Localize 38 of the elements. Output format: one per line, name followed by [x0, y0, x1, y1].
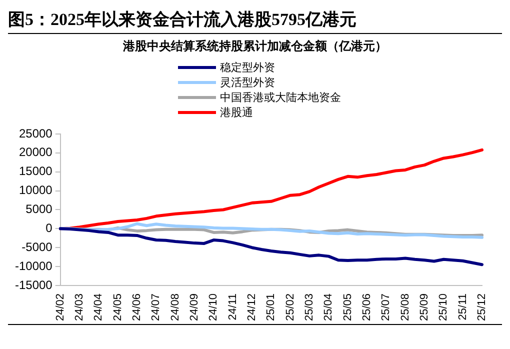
x-tick-label: 24/02 [54, 293, 66, 322]
y-tick-label: 0 [46, 220, 53, 235]
x-tick-label: 25/02 [284, 293, 296, 322]
x-tick-label: 24/03 [74, 293, 86, 322]
x-tick-label: 24/09 [188, 293, 201, 322]
legend-label: 稳定型外资 [220, 60, 275, 75]
x-tick-label: 25/10 [438, 293, 450, 322]
x-tick-label: 25/05 [342, 293, 354, 322]
y-tick-label: 25000 [18, 126, 53, 140]
x-tick-label: 25/04 [322, 293, 335, 322]
y-tick-label: 20000 [18, 145, 53, 160]
legend-label: 港股通 [220, 106, 253, 120]
x-tick-label: 25/12 [476, 293, 488, 322]
x-tick-label: 24/10 [208, 293, 220, 322]
y-tick-label: 10000 [18, 183, 53, 198]
x-tick-label: 25/07 [380, 293, 392, 322]
x-tick-label: 25/11 [456, 293, 469, 320]
x-tick-label: 24/05 [112, 293, 124, 322]
x-tick-label: 24/12 [246, 293, 258, 322]
x-tick-label: 24/11 [226, 293, 239, 320]
chart-title: 图5：2025年以来资金合计流入港股5795亿港元 [8, 8, 502, 34]
y-tick-label: -15000 [14, 278, 53, 292]
y-tick-label: 5000 [26, 202, 53, 216]
x-tick-label: 25/06 [361, 293, 374, 322]
x-tick-label: 25/08 [399, 293, 412, 322]
y-tick-label: -10000 [14, 258, 53, 273]
x-tick-label: 25/01 [265, 293, 278, 322]
x-tick-label: 25/03 [304, 293, 316, 322]
legend-label: 灵活型外资 [220, 76, 275, 90]
x-tick-label: 24/08 [169, 293, 182, 322]
x-tick-label: 24/04 [92, 293, 105, 322]
x-tick-label: 24/06 [131, 293, 144, 322]
y-tick-label: -5000 [22, 240, 53, 254]
chart-subtitle: 港股中央结算系统持股累计加减仓金额（亿港元） [122, 38, 388, 55]
x-tick-label: 24/07 [150, 293, 162, 322]
y-tick-label: 15000 [18, 164, 53, 178]
legend-label: 中国香港或大陆本地资金 [220, 90, 341, 105]
x-tick-label: 25/09 [418, 293, 431, 322]
